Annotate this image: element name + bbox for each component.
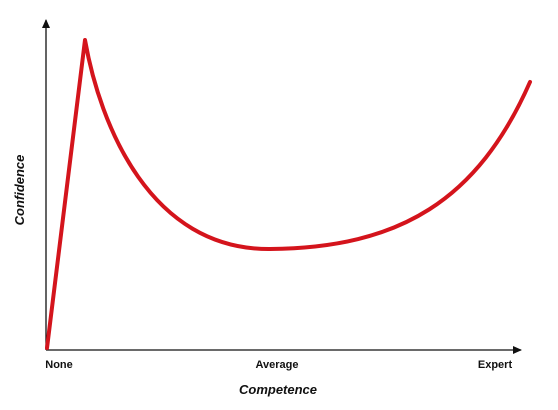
- x-label: Expert: [478, 359, 513, 371]
- y-axis-title: Confidence: [12, 155, 27, 226]
- confidence-curve: [45, 38, 532, 350]
- x-axis-title: Competence: [239, 382, 317, 397]
- x-label: None: [45, 359, 73, 371]
- x-label: Average: [255, 359, 298, 371]
